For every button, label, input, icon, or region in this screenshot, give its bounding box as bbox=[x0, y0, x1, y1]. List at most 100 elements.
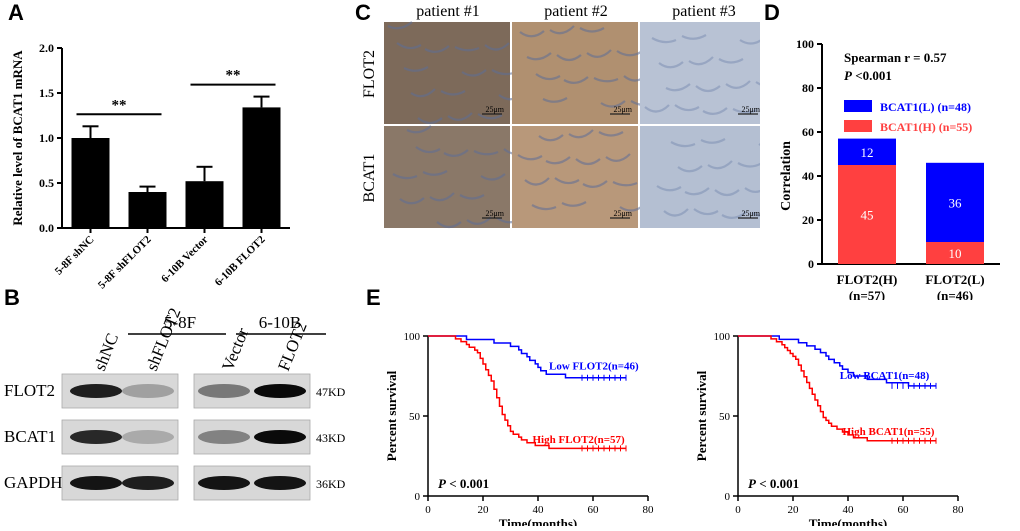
ihc-texture bbox=[593, 77, 619, 83]
ihc-column-label: patient #3 bbox=[672, 3, 736, 20]
y-tick-label: 0 bbox=[725, 491, 731, 503]
x-tick-label: 5-8F shFLOT2 bbox=[96, 233, 154, 290]
blot-band bbox=[254, 476, 306, 490]
y-tick-label: 100 bbox=[714, 331, 731, 343]
panel-label-d: D bbox=[764, 0, 780, 25]
ihc-texture bbox=[415, 146, 441, 154]
blot-group-label: 5-8F bbox=[164, 313, 196, 332]
ihc-texture bbox=[612, 181, 638, 187]
ihc-texture bbox=[718, 58, 744, 64]
ihc-texture bbox=[665, 83, 691, 92]
x-tick-label: 20 bbox=[788, 504, 800, 516]
x-tick-label: 60 bbox=[588, 504, 600, 516]
ihc-texture bbox=[519, 30, 545, 38]
ihc-texture bbox=[561, 201, 587, 207]
panel-e-survival-curve-bcat1: 0 50 100 0 20 40 60 80 Time(months) Percent survi… bbox=[694, 331, 965, 526]
y-tick-label: 80 bbox=[802, 81, 814, 95]
blot-band bbox=[70, 384, 122, 398]
blot-band bbox=[254, 384, 306, 398]
ihc-texture bbox=[538, 134, 564, 142]
ihc-texture bbox=[693, 208, 719, 216]
scale-bar-label: 25μm bbox=[485, 209, 504, 218]
kd-label: 43KD bbox=[316, 431, 346, 445]
blot-row-label: GAPDH bbox=[4, 473, 63, 492]
ihc-texture bbox=[644, 104, 670, 113]
ihc-texture bbox=[531, 204, 557, 211]
blot-band bbox=[198, 384, 250, 398]
stacked-bar-segment bbox=[838, 138, 896, 165]
stacked-bar-segment bbox=[926, 162, 984, 242]
blot-band bbox=[122, 430, 174, 444]
kd-label: 36KD bbox=[316, 477, 346, 491]
y-tick-label: 50 bbox=[409, 411, 421, 423]
y-axis-label: Correlation bbox=[779, 141, 794, 211]
ihc-image bbox=[512, 22, 638, 124]
x-tick-label: 60 bbox=[898, 504, 910, 516]
blot-band bbox=[254, 430, 306, 444]
x-tick-label: 20 bbox=[478, 504, 490, 516]
blot-row-label: BCAT1 bbox=[4, 427, 56, 446]
scale-bar-label: 25μm bbox=[741, 209, 760, 218]
blot-band bbox=[198, 430, 250, 444]
ihc-texture bbox=[461, 69, 487, 77]
p-value-label: P <0.001 bbox=[844, 68, 892, 83]
ihc-texture bbox=[707, 160, 733, 170]
ihc-texture bbox=[429, 192, 455, 202]
ihc-image bbox=[384, 22, 510, 124]
ihc-texture bbox=[466, 216, 492, 225]
ihc-column-label: patient #1 bbox=[416, 3, 480, 20]
ihc-texture bbox=[737, 162, 763, 168]
blot-band bbox=[70, 430, 122, 444]
y-tick-label: 60 bbox=[802, 125, 814, 139]
x-axis-label: Time(months) bbox=[809, 516, 887, 526]
x-tick-label: 6-10B FLOT2 bbox=[213, 233, 268, 288]
x-tick-label: 0 bbox=[425, 504, 431, 516]
panel-a-bar-chart: 0.0 0.5 1.0 1.5 2.0 Relative level of BCAT1 m… bbox=[10, 41, 290, 290]
y-tick-label: 40 bbox=[802, 169, 814, 183]
ihc-texture bbox=[417, 117, 443, 125]
lane-label: shFLOT2 bbox=[142, 305, 184, 373]
ihc-texture bbox=[575, 158, 601, 166]
panel-label-e: E bbox=[366, 285, 381, 310]
ihc-texture bbox=[440, 90, 466, 96]
ihc-texture bbox=[399, 197, 425, 205]
ihc-texture bbox=[651, 37, 677, 44]
ihc-texture bbox=[436, 221, 462, 229]
segment-value-label: 36 bbox=[949, 195, 963, 210]
survival-curve bbox=[738, 335, 936, 387]
segment-value-label: 10 bbox=[949, 246, 962, 261]
ihc-texture bbox=[582, 180, 608, 188]
stacked-bar-segment bbox=[838, 165, 896, 264]
y-tick-label: 100 bbox=[404, 331, 421, 343]
blot-band bbox=[122, 384, 174, 398]
ihc-texture bbox=[447, 112, 473, 121]
ihc-texture bbox=[684, 187, 710, 196]
panel-c-ihc-grid: patient #1 patient #2 patient #3 FLOT2 25μm 2… bbox=[360, 0, 784, 250]
ihc-texture bbox=[600, 100, 626, 108]
legend-label: BCAT1(L) (n=48) bbox=[880, 100, 971, 114]
blot-band bbox=[70, 476, 122, 490]
ihc-texture bbox=[688, 56, 714, 66]
y-axis-label: Percent survival bbox=[384, 370, 399, 461]
stacked-bar-segment bbox=[926, 242, 984, 264]
ihc-texture bbox=[524, 177, 550, 186]
curve-label: Low BCAT1(n=48) bbox=[840, 370, 930, 382]
survival-curve bbox=[428, 335, 626, 450]
ihc-texture bbox=[714, 189, 740, 197]
panel-d-stacked-bar-chart: 0 20 40 60 80 100 Correlation 45 12 FLOT2(H)(n=57… bbox=[779, 37, 1000, 300]
panel-label-c: C bbox=[355, 0, 371, 25]
y-tick-label: 20 bbox=[802, 213, 814, 227]
x-tick-label: 80 bbox=[953, 504, 965, 516]
segment-value-label: 45 bbox=[861, 208, 874, 223]
scale-bar-label: 25μm bbox=[741, 105, 760, 114]
segment-value-label: 12 bbox=[861, 145, 874, 160]
ihc-texture bbox=[725, 80, 751, 89]
x-tick-label: (n=57) bbox=[849, 288, 885, 300]
y-tick-label: 0 bbox=[415, 491, 421, 503]
scale-bar-label: 25μm bbox=[485, 105, 504, 114]
bar bbox=[185, 181, 224, 228]
y-tick-label: 0.0 bbox=[39, 221, 54, 235]
ihc-texture bbox=[535, 73, 561, 81]
ihc-texture bbox=[695, 85, 721, 93]
